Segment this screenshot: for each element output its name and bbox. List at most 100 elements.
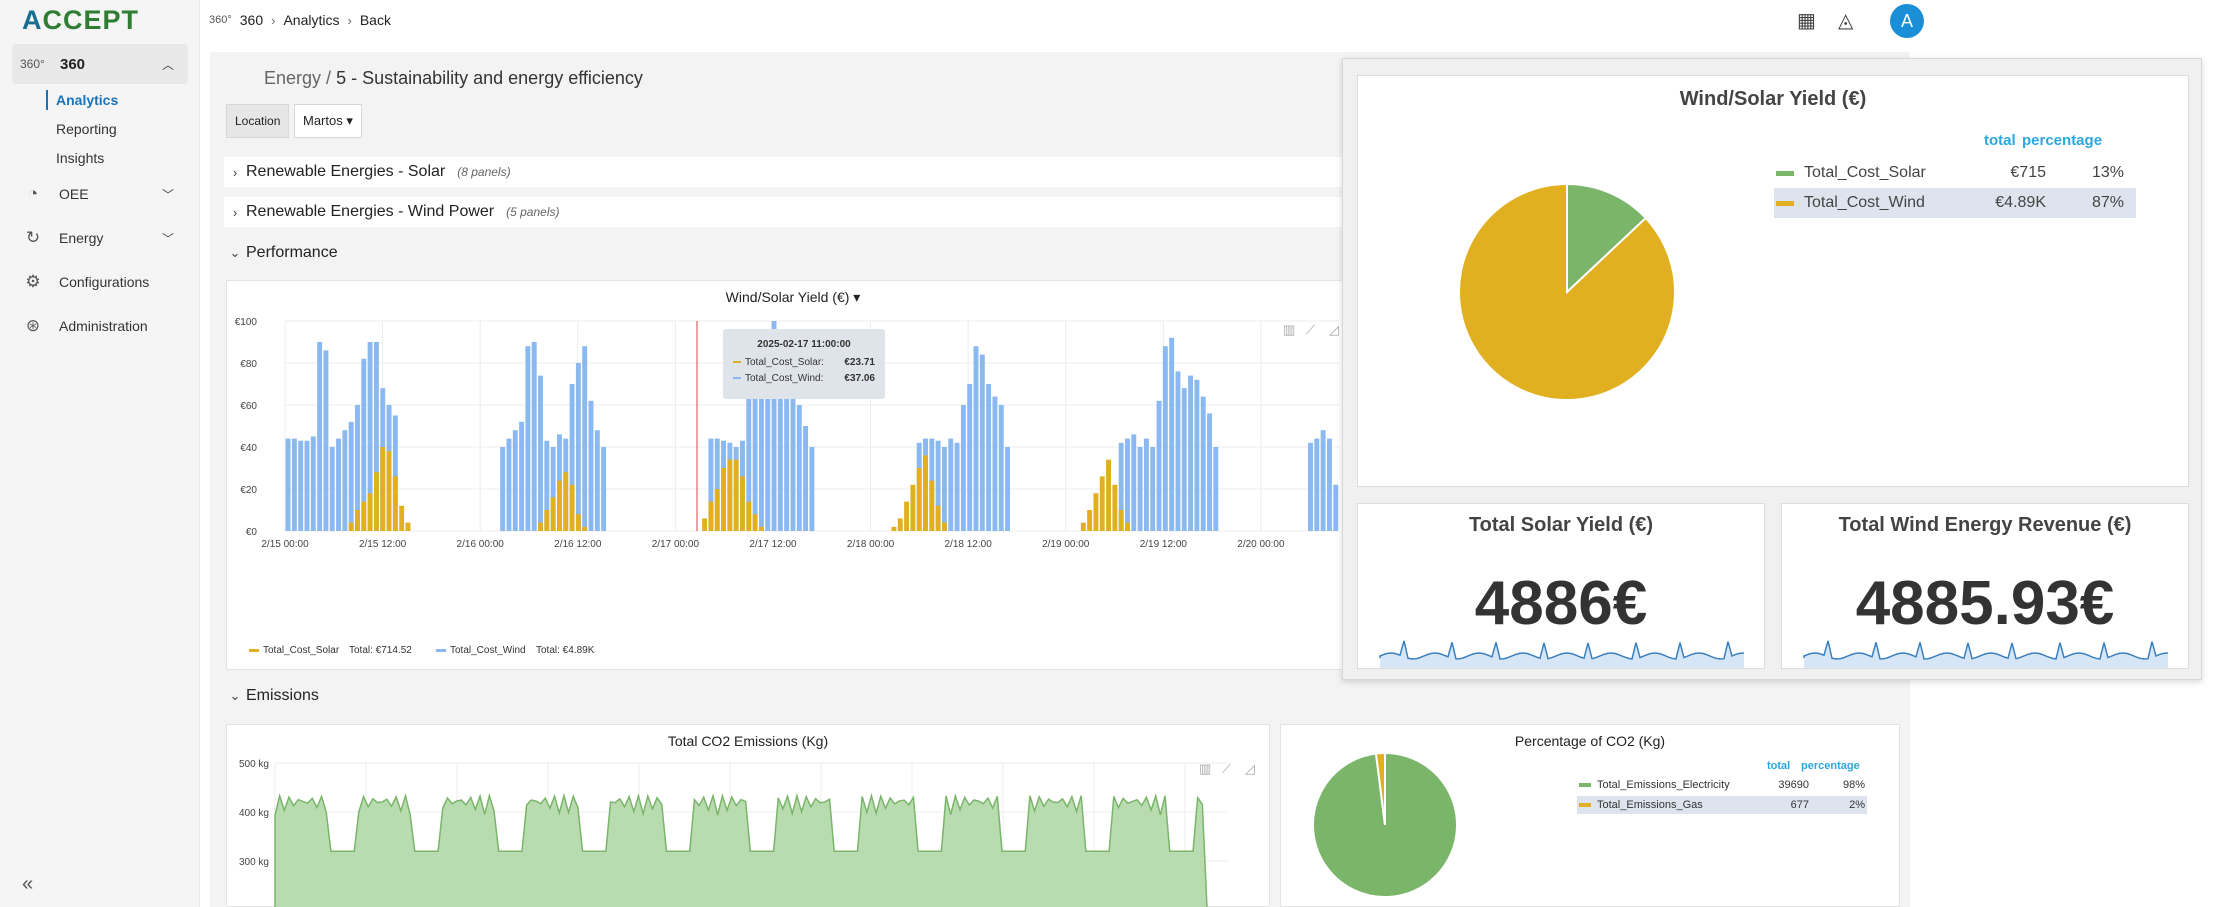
- bar-wind: [1156, 400, 1162, 531]
- location-label: Location: [226, 104, 290, 138]
- row-panel-count: (8 panels): [457, 165, 511, 179]
- bar-wind: [771, 321, 777, 531]
- sidebar-item-360[interactable]: 360° 360 ︿: [12, 44, 188, 84]
- bar-wind: [992, 396, 998, 531]
- bar-solar: [550, 497, 556, 531]
- tooltip-time: 2025-02-17 11:00:00: [757, 339, 851, 350]
- chevron-right-icon: ›: [232, 164, 238, 180]
- sidebar-sub-insights[interactable]: Insights: [56, 150, 105, 166]
- bar-wind: [948, 438, 954, 531]
- wind-solar-pie-chart[interactable]: [1358, 76, 2190, 488]
- bar-wind: [1326, 438, 1332, 531]
- wind-solar-bar-panel: Wind/Solar Yield (€) ▾ €100 €80 €60 €40 €20 €…: [226, 280, 1360, 670]
- panel-title[interactable]: Wind/Solar Yield (€) ▾: [725, 289, 861, 305]
- panel-title[interactable]: Total CO2 Emissions (Kg): [667, 733, 829, 749]
- bar-solar: [727, 459, 733, 531]
- sidebar-item-administration[interactable]: ⊛ Administration: [12, 310, 188, 342]
- chevron-right-icon: ›: [347, 12, 352, 28]
- breadcrumb-back[interactable]: Back: [359, 12, 391, 28]
- legend-row-wind[interactable]: Total_Cost_Wind €4.89K 87%: [1774, 188, 2136, 218]
- legend-name: Total_Cost_Wind: [450, 645, 526, 656]
- co2-area-chart[interactable]: 500 kg 400 kg 300 kg ▥ ⟋ ◿: [227, 725, 1271, 907]
- bar-wind: [550, 447, 556, 531]
- bar-wind: [960, 405, 966, 531]
- bar-wind: [790, 396, 796, 531]
- legend-total: 677: [1790, 799, 1809, 811]
- breadcrumb: 360° 360 › Analytics › Back: [209, 12, 391, 28]
- 360-icon: 360°: [20, 57, 45, 71]
- bar-wind: [342, 430, 348, 531]
- co2-pie-chart[interactable]: [1281, 725, 1901, 907]
- bar-wind: [291, 438, 297, 531]
- x-tick-label: 2/19 12:00: [1140, 539, 1188, 550]
- brand-icon[interactable]: ◬: [1838, 10, 1854, 32]
- bar-wind: [1150, 447, 1156, 531]
- bar-wind: [796, 405, 802, 531]
- tooltip-swatch: [733, 361, 741, 363]
- legend-percentage: 98%: [1842, 779, 1865, 791]
- bar-solar: [891, 526, 897, 531]
- sidebar-sub-analytics[interactable]: Analytics: [56, 92, 119, 108]
- bar-solar: [733, 459, 739, 531]
- legend-row-gas[interactable]: Total_Emissions_Gas 677 2%: [1577, 796, 1867, 814]
- panel-title[interactable]: Percentage of CO2 (Kg): [1514, 733, 1666, 749]
- bar-wind: [986, 384, 992, 531]
- legend-row-electricity[interactable]: Total_Emissions_Electricity 39690 98%: [1577, 776, 1867, 794]
- breadcrumb-analytics[interactable]: Analytics: [283, 12, 340, 28]
- stat-value: 4886€: [1474, 569, 1648, 638]
- app-logo[interactable]: ACCEPT: [22, 5, 140, 35]
- x-tick-label: 2/18 12:00: [945, 539, 993, 550]
- bar-wind: [298, 440, 304, 531]
- chevron-down-icon: ﹀: [161, 231, 174, 246]
- avatar[interactable]: A: [1890, 4, 1924, 38]
- bar-wind: [1320, 430, 1326, 531]
- sidebar-item-energy[interactable]: ↻ Energy ﹀: [12, 222, 188, 254]
- legend-row-solar[interactable]: Total_Cost_Solar €715 13%: [1774, 158, 2136, 188]
- line-chart-icon: ⟋: [1306, 322, 1316, 337]
- row-performance[interactable]: ⌄ Performance: [224, 238, 1894, 268]
- sidebar-item-label: 360: [60, 55, 86, 73]
- bar-solar: [399, 505, 405, 531]
- bar-wind: [967, 384, 973, 531]
- breadcrumb-360[interactable]: 360: [239, 12, 264, 28]
- bar-wind: [1175, 371, 1181, 531]
- y-tick-label: €40: [240, 443, 257, 454]
- panel-title[interactable]: Total Wind Energy Revenue (€): [1838, 514, 2132, 536]
- calendar-icon[interactable]: ▦: [1797, 10, 1816, 32]
- collapse-sidebar-button[interactable]: «: [22, 873, 34, 895]
- bar-wind: [355, 405, 360, 531]
- bar-wind: [1143, 438, 1149, 531]
- x-tick-label: 2/17 12:00: [749, 539, 797, 550]
- bar-solar: [563, 472, 569, 531]
- bar-wind: [1333, 484, 1339, 531]
- bar-wind: [1131, 434, 1137, 531]
- row-title: Renewable Energies - Wind Power: [246, 203, 495, 220]
- bar-solar: [910, 484, 916, 531]
- bar-wind: [500, 447, 506, 531]
- panel-title[interactable]: Total Solar Yield (€): [1468, 514, 1654, 536]
- bar-wind: [392, 415, 398, 531]
- panel-title[interactable]: Wind/Solar Yield (€): [1679, 88, 1867, 110]
- row-title: Renewable Energies - Solar: [246, 163, 446, 180]
- bar-solar: [386, 451, 392, 531]
- sidebar-item-configurations[interactable]: ⚙ Configurations: [12, 266, 188, 298]
- legend-swatch: [1776, 200, 1794, 206]
- bar-solar: [740, 476, 745, 531]
- wind-solar-bar-chart[interactable]: €100 €80 €60 €40 €20 €02/15 00:00 2/15 12:00 2/…: [227, 281, 1361, 671]
- legend-swatch: [1776, 170, 1794, 176]
- bar-wind: [941, 447, 947, 531]
- bar-wind: [935, 440, 941, 531]
- bar-chart-icon: ▥: [1199, 761, 1211, 776]
- legend-total: €715: [2010, 164, 2046, 181]
- page-title: Energy / 5 - Sustainability and energy e…: [264, 68, 643, 88]
- bar-wind: [304, 440, 310, 531]
- bar-solar: [380, 447, 386, 531]
- legend-swatch: [436, 649, 446, 652]
- sidebar-item-oee[interactable]: ◔ OEE ﹀: [12, 178, 188, 210]
- location-select[interactable]: Martos ▾: [294, 104, 362, 138]
- legend-name: Total_Cost_Solar: [263, 645, 340, 656]
- row-emissions[interactable]: ⌄ Emissions: [224, 681, 1894, 711]
- bar-solar: [367, 493, 373, 531]
- bar-wind: [538, 375, 543, 531]
- sidebar-sub-reporting[interactable]: Reporting: [56, 121, 117, 137]
